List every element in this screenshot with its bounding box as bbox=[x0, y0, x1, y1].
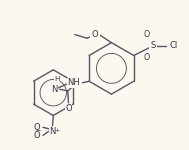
Text: O: O bbox=[91, 30, 98, 39]
Text: O: O bbox=[34, 131, 40, 140]
Text: Cl: Cl bbox=[169, 41, 178, 50]
Text: H: H bbox=[54, 76, 60, 82]
Text: −: − bbox=[35, 128, 40, 133]
Text: N: N bbox=[49, 127, 56, 136]
Text: O: O bbox=[65, 104, 72, 113]
Text: NH: NH bbox=[67, 78, 80, 87]
Text: O: O bbox=[144, 30, 150, 39]
Text: +: + bbox=[54, 128, 60, 133]
Text: O: O bbox=[144, 53, 150, 62]
Text: N: N bbox=[51, 85, 57, 94]
Text: S: S bbox=[150, 41, 156, 50]
Text: O: O bbox=[34, 123, 40, 132]
